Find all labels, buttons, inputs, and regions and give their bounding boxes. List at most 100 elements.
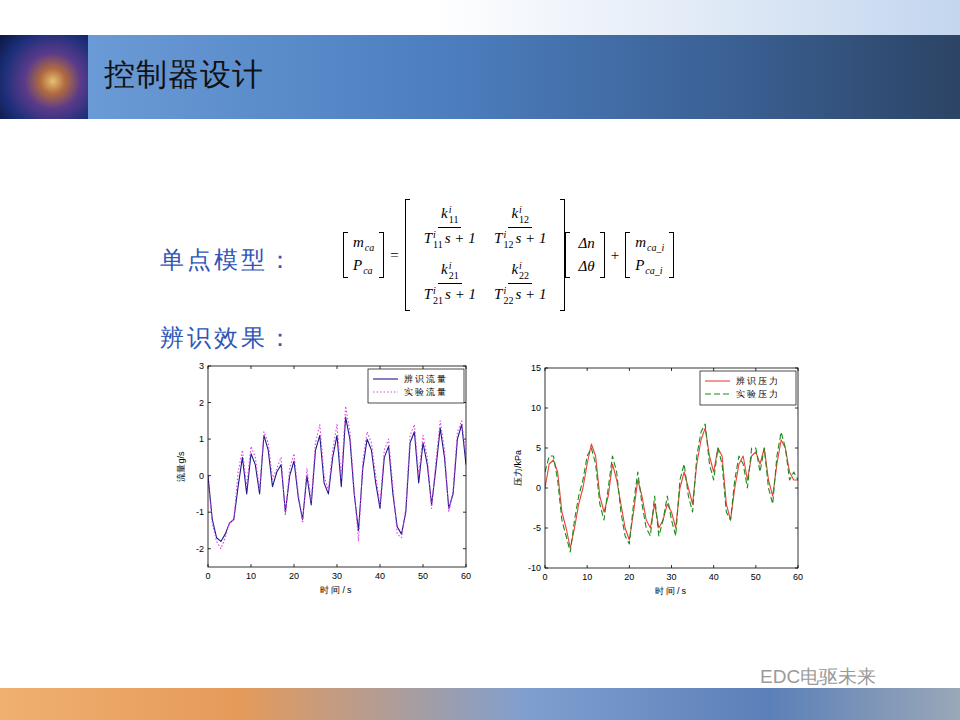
subscript: 11 xyxy=(433,240,443,250)
legend: 辨识压力实验压力 xyxy=(700,371,796,405)
y-tick xyxy=(545,448,548,449)
symbol-base: T xyxy=(424,230,432,246)
bracket-group: mca Pca xyxy=(343,232,384,278)
x-tick xyxy=(423,564,424,567)
legend-label: 实验流量 xyxy=(404,387,448,397)
subscript: 21 xyxy=(449,271,459,281)
subscript: 21 xyxy=(433,296,443,306)
x-tick-top xyxy=(713,368,714,371)
numerator: ki21 xyxy=(438,261,462,284)
y-tick-right xyxy=(795,448,798,449)
plot-frame xyxy=(545,368,798,568)
top-wash xyxy=(0,0,960,35)
legend-box xyxy=(368,369,464,403)
x-axis-label: 时间/s xyxy=(655,586,688,596)
y-tick-right xyxy=(463,548,466,549)
bracket xyxy=(379,232,384,278)
plot-frame xyxy=(208,366,466,567)
subscript: ca_i xyxy=(647,242,664,253)
x-tick-label: 10 xyxy=(246,571,256,581)
bracket-group: ΔnΔθ xyxy=(565,232,604,278)
subscript: ca_i xyxy=(645,265,662,276)
symbol: Pca_i xyxy=(635,257,662,273)
matrix-row: ki11Ti11s + 1ki12Ti12s + 1 xyxy=(415,205,556,250)
bottom-stripe xyxy=(0,688,960,720)
symbol: Ti12s + 1 xyxy=(494,230,546,246)
model-label: 单点模型： xyxy=(160,244,295,276)
bracket xyxy=(565,232,570,278)
denominator: Ti12s + 1 xyxy=(491,228,549,250)
bracket-content: ki11Ti11s + 1ki12Ti12s + 1ki21Ti21s + 1k… xyxy=(410,199,561,311)
bracket-group: mca_i Pca_i xyxy=(625,232,674,278)
x-tick-top xyxy=(755,368,756,371)
symbol: Pca xyxy=(353,257,373,273)
x-tick-label: 40 xyxy=(375,571,385,581)
y-tick xyxy=(208,512,211,513)
y-tick-right xyxy=(463,512,466,513)
legend: 辨识流量实验流量 xyxy=(368,369,464,403)
y-axis-label: 流量g/s xyxy=(176,451,186,482)
bracket-content: ΔnΔθ xyxy=(573,232,599,278)
x-tick-label: 50 xyxy=(751,572,761,582)
x-tick xyxy=(380,564,381,567)
symbol-base: k xyxy=(511,205,518,221)
x-tick-top xyxy=(629,368,630,371)
bracket-content: mca_i Pca_i xyxy=(630,232,669,278)
x-tick-top xyxy=(337,366,338,369)
sup-sub: i21 xyxy=(449,261,459,281)
legend-swatch xyxy=(373,391,398,392)
denominator: Ti21s + 1 xyxy=(421,284,479,306)
symbol-base: P xyxy=(353,257,362,273)
symbol: ki12 xyxy=(511,205,529,221)
x-tick-top xyxy=(671,368,672,371)
denominator: Ti22s + 1 xyxy=(491,284,549,306)
y-tick-label: 2 xyxy=(199,398,204,408)
superscript: i xyxy=(503,230,513,240)
y-tick-label: 5 xyxy=(536,443,541,453)
numerator: ki12 xyxy=(508,205,532,228)
header-globe xyxy=(0,35,88,119)
superscript: i xyxy=(449,205,459,215)
x-tick xyxy=(294,564,295,567)
superscript: i xyxy=(449,261,459,271)
symbol: ki22 xyxy=(511,261,529,277)
symbol-tail: s + 1 xyxy=(515,286,546,302)
sup-sub: i22 xyxy=(519,261,529,281)
series-line xyxy=(208,417,466,541)
x-tick-top xyxy=(380,366,381,369)
series-line xyxy=(545,424,798,552)
legend-swatch xyxy=(705,393,730,394)
x-tick xyxy=(629,565,630,568)
subscript: 22 xyxy=(519,271,529,281)
symbol-base: k xyxy=(511,261,518,277)
x-tick xyxy=(251,564,252,567)
charts-layer: 0102030405060-2-10123时间/s流量g/s辨识流量实验流量01… xyxy=(0,0,960,720)
vector-entry: Δθ xyxy=(578,258,594,275)
symbol-tail: s + 1 xyxy=(445,230,476,246)
y-tick-label: 15 xyxy=(531,363,541,373)
plot-background xyxy=(208,366,466,567)
bracket xyxy=(343,232,348,278)
x-tick-top xyxy=(423,366,424,369)
vector-entry: mca_i xyxy=(635,234,664,253)
superscript: i xyxy=(519,261,529,271)
subscript: 12 xyxy=(503,240,513,250)
fraction: ki11Ti11s + 1 xyxy=(421,205,479,250)
y-tick-label: -5 xyxy=(533,523,541,533)
y-axis-label: 压力/kPa xyxy=(513,450,523,486)
bracket xyxy=(625,232,630,278)
legend-box xyxy=(700,371,796,405)
symbol: Ti21s + 1 xyxy=(424,286,476,302)
symbol: mca xyxy=(353,234,374,250)
y-tick-right xyxy=(795,528,798,529)
x-tick-label: 40 xyxy=(709,572,719,582)
superscript: i xyxy=(519,205,529,215)
symbol-base: k xyxy=(441,261,448,277)
superscript: i xyxy=(503,286,513,296)
formula: mcaPca=ki11Ti11s + 1ki12Ti12s + 1ki21Ti2… xyxy=(343,198,674,312)
chart: 0102030405060-2-10123时间/s流量g/s辨识流量实验流量 xyxy=(176,361,471,595)
y-tick-label: 0 xyxy=(199,471,204,481)
y-tick-label: 0 xyxy=(536,483,541,493)
y-tick-right xyxy=(795,408,798,409)
x-tick-label: 60 xyxy=(793,572,803,582)
